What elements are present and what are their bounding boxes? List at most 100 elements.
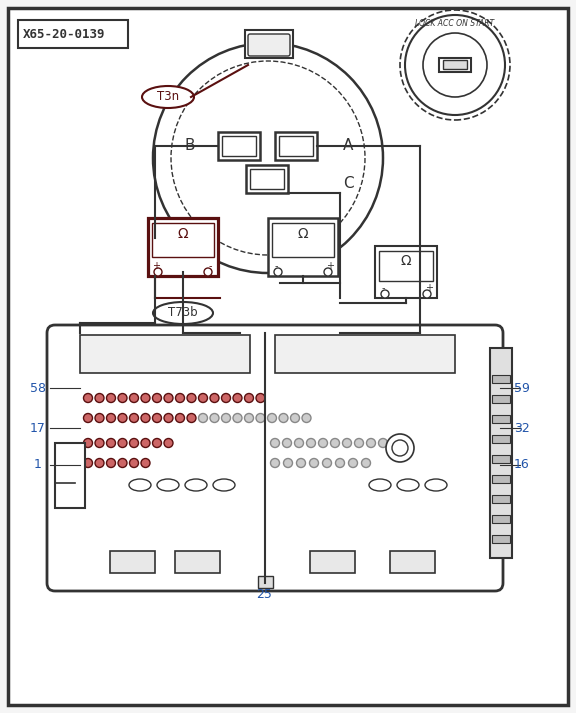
- Circle shape: [323, 458, 332, 468]
- Circle shape: [84, 394, 93, 403]
- Ellipse shape: [185, 479, 207, 491]
- Text: 59: 59: [514, 381, 530, 394]
- Text: -: -: [274, 261, 278, 271]
- Text: B: B: [185, 138, 195, 153]
- FancyBboxPatch shape: [492, 415, 510, 423]
- Circle shape: [153, 394, 161, 403]
- Circle shape: [267, 414, 276, 423]
- Circle shape: [256, 394, 265, 403]
- FancyBboxPatch shape: [492, 455, 510, 463]
- Circle shape: [95, 394, 104, 403]
- Circle shape: [130, 438, 138, 448]
- Text: +: +: [326, 261, 334, 271]
- Circle shape: [164, 414, 173, 423]
- FancyBboxPatch shape: [55, 443, 85, 508]
- FancyBboxPatch shape: [492, 535, 510, 543]
- Ellipse shape: [397, 479, 419, 491]
- FancyBboxPatch shape: [250, 169, 284, 189]
- Circle shape: [354, 438, 363, 448]
- Circle shape: [204, 268, 212, 276]
- FancyBboxPatch shape: [246, 165, 288, 193]
- Circle shape: [386, 434, 414, 462]
- Circle shape: [199, 414, 207, 423]
- Text: LOCK ACC ON START: LOCK ACC ON START: [415, 19, 495, 28]
- Ellipse shape: [369, 479, 391, 491]
- Circle shape: [118, 438, 127, 448]
- Circle shape: [153, 43, 383, 273]
- FancyBboxPatch shape: [490, 348, 512, 558]
- Circle shape: [297, 458, 305, 468]
- Circle shape: [187, 394, 196, 403]
- Text: C: C: [343, 175, 353, 190]
- Text: Ω: Ω: [298, 227, 308, 241]
- Circle shape: [256, 414, 265, 423]
- FancyBboxPatch shape: [439, 58, 471, 72]
- FancyBboxPatch shape: [218, 132, 260, 160]
- Circle shape: [199, 394, 207, 403]
- Circle shape: [154, 268, 162, 276]
- Circle shape: [141, 458, 150, 468]
- Circle shape: [271, 458, 279, 468]
- Circle shape: [176, 394, 184, 403]
- Circle shape: [362, 458, 370, 468]
- Circle shape: [294, 438, 304, 448]
- Circle shape: [176, 414, 184, 423]
- FancyBboxPatch shape: [248, 34, 290, 56]
- Text: 1: 1: [34, 458, 42, 471]
- Circle shape: [107, 414, 116, 423]
- FancyBboxPatch shape: [272, 223, 334, 257]
- Circle shape: [222, 394, 230, 403]
- Text: 17: 17: [30, 421, 46, 434]
- Circle shape: [302, 414, 311, 423]
- Circle shape: [141, 394, 150, 403]
- Circle shape: [282, 438, 291, 448]
- Circle shape: [244, 414, 253, 423]
- Text: T73b: T73b: [168, 307, 198, 319]
- Circle shape: [107, 458, 116, 468]
- Circle shape: [324, 268, 332, 276]
- FancyBboxPatch shape: [492, 475, 510, 483]
- FancyBboxPatch shape: [275, 132, 317, 160]
- FancyBboxPatch shape: [492, 515, 510, 523]
- Circle shape: [378, 438, 388, 448]
- FancyBboxPatch shape: [268, 218, 338, 276]
- Circle shape: [233, 394, 242, 403]
- FancyBboxPatch shape: [175, 551, 220, 573]
- FancyBboxPatch shape: [110, 551, 155, 573]
- Circle shape: [107, 438, 116, 448]
- FancyBboxPatch shape: [148, 218, 218, 276]
- Circle shape: [118, 458, 127, 468]
- Circle shape: [331, 438, 339, 448]
- Text: -: -: [381, 283, 385, 293]
- Circle shape: [141, 438, 150, 448]
- Circle shape: [130, 458, 138, 468]
- FancyBboxPatch shape: [492, 495, 510, 503]
- Circle shape: [130, 394, 138, 403]
- Circle shape: [392, 440, 408, 456]
- FancyBboxPatch shape: [18, 20, 128, 48]
- Text: Ω: Ω: [177, 227, 188, 241]
- Ellipse shape: [153, 302, 213, 324]
- FancyBboxPatch shape: [258, 576, 273, 588]
- Circle shape: [95, 414, 104, 423]
- FancyBboxPatch shape: [279, 136, 313, 156]
- Circle shape: [348, 458, 358, 468]
- Ellipse shape: [157, 479, 179, 491]
- Text: X65-20-0139: X65-20-0139: [23, 28, 105, 41]
- Circle shape: [153, 414, 161, 423]
- FancyBboxPatch shape: [8, 8, 568, 705]
- Ellipse shape: [142, 86, 194, 108]
- Circle shape: [343, 438, 351, 448]
- FancyBboxPatch shape: [222, 136, 256, 156]
- Circle shape: [84, 414, 93, 423]
- Ellipse shape: [213, 479, 235, 491]
- Text: +: +: [152, 261, 160, 271]
- Circle shape: [381, 290, 389, 298]
- Text: A: A: [343, 138, 353, 153]
- Circle shape: [274, 268, 282, 276]
- FancyBboxPatch shape: [80, 335, 250, 373]
- Circle shape: [95, 438, 104, 448]
- Circle shape: [164, 438, 173, 448]
- Circle shape: [187, 414, 196, 423]
- Circle shape: [95, 458, 104, 468]
